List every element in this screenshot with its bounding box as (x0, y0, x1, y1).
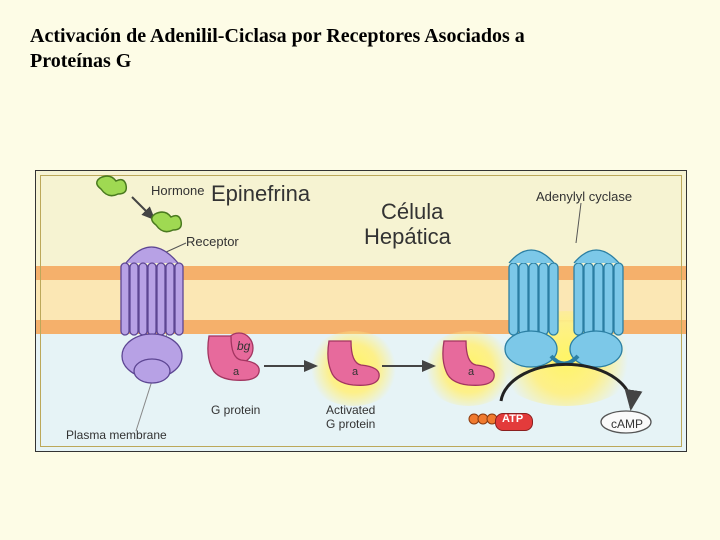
label-adenylyl: Adenylyl cyclase (536, 189, 632, 204)
slide: Activación de Adenilil-Ciclasa por Recep… (0, 0, 720, 540)
label-plasma-membrane: Plasma membrane (66, 428, 167, 442)
slide-title-line1: Activación de Adenilil-Ciclasa por Recep… (30, 25, 525, 48)
label-a3: a (468, 366, 474, 378)
label-receptor: Receptor (186, 234, 239, 249)
slide-title-line2: Proteínas G (30, 50, 131, 73)
label-hepatica: Hepática (364, 224, 451, 250)
label-hormone: Hormone (151, 183, 204, 198)
label-a1: a (233, 366, 239, 378)
label-celula: Célula (381, 199, 443, 225)
label-camp: cAMP (611, 417, 643, 431)
diagram-panel: Hormone Epinefrina Receptor Célula Hepát… (35, 170, 687, 452)
label-bg-subunit: bg (237, 339, 250, 353)
label-atp: ATP (502, 413, 523, 425)
label-a2: a (352, 366, 358, 378)
label-epinefrina: Epinefrina (211, 181, 310, 207)
label-gprotein: G protein (211, 403, 260, 417)
label-activated-1: Activated (326, 403, 375, 417)
label-activated-2: G protein (326, 417, 375, 431)
